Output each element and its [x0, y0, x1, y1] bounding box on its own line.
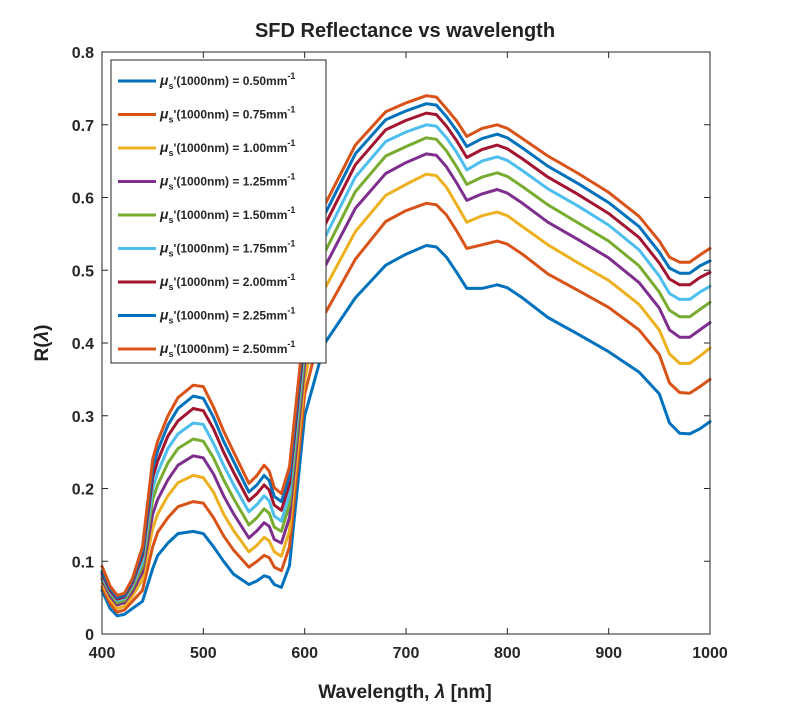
- legend-entry-part: '(1000nm) =: [173, 309, 242, 323]
- legend-entry-part: mm: [266, 108, 287, 122]
- legend-entry-part: mm: [266, 208, 287, 222]
- legend-entry-7: μs'(1000nm) = 2.00mm-1: [159, 272, 295, 292]
- y-axis-label-suffix: ): [32, 325, 53, 331]
- series-line-1: [100, 244, 712, 618]
- legend-entry-part: -1: [287, 138, 295, 148]
- x-axis-label-symbol: λ: [434, 682, 446, 703]
- legend: μs'(1000nm) = 0.50mm-1μs'(1000nm) = 0.75…: [110, 59, 327, 364]
- y-tick-label: 0.8: [72, 45, 94, 62]
- legend-entry-part: '(1000nm) =: [173, 141, 242, 155]
- y-tick-label: 0.1: [72, 554, 94, 571]
- legend-entry-part: -1: [287, 205, 295, 215]
- legend-entry-part: μ: [159, 273, 169, 289]
- legend-entry-part: -1: [287, 306, 295, 316]
- legend-entry-part: '(1000nm) =: [173, 175, 242, 189]
- legend-entry-9: μs'(1000nm) = 2.50mm-1: [159, 339, 295, 359]
- legend-entry-part: s: [168, 282, 173, 292]
- y-axis-label: R(λ): [32, 325, 53, 362]
- legend-entry-part: -1: [287, 339, 295, 349]
- legend-entry-part: s: [168, 182, 173, 192]
- y-tick-label: 0.5: [72, 263, 94, 280]
- legend-entry-part: 1.00: [243, 141, 267, 155]
- legend-entry-part: mm: [266, 242, 287, 256]
- legend-entry-part: '(1000nm) =: [173, 342, 242, 356]
- legend-entry-part: mm: [266, 175, 287, 189]
- legend-entry-part: '(1000nm) =: [173, 74, 242, 88]
- legend-entry-part: μ: [159, 206, 169, 222]
- legend-entry-3: μs'(1000nm) = 1.00mm-1: [159, 138, 295, 158]
- x-tick-label: 900: [595, 645, 622, 662]
- legend-entry-part: s: [168, 316, 173, 326]
- legend-entry-part: 1.25: [243, 175, 267, 189]
- x-tick-label: 800: [494, 645, 521, 662]
- legend-entry-part: mm: [266, 275, 287, 289]
- legend-entry-part: mm: [266, 309, 287, 323]
- legend-entry-part: -1: [287, 272, 295, 282]
- legend-entry-part: 0.75: [243, 108, 267, 122]
- y-tick-label: 0.6: [72, 191, 94, 208]
- legend-entry-part: -1: [287, 105, 295, 115]
- y-axis-label-prefix: R(: [32, 341, 53, 362]
- legend-entry-4: μs'(1000nm) = 1.25mm-1: [159, 172, 295, 192]
- legend-entry-part: 1.50: [243, 208, 267, 222]
- x-axis-label-suffix: [nm]: [445, 682, 491, 703]
- legend-entry-part: s: [168, 349, 173, 359]
- legend-entry-part: '(1000nm) =: [173, 275, 242, 289]
- x-tick-label: 700: [393, 645, 420, 662]
- legend-entry-part: μ: [159, 307, 169, 323]
- x-tick-label: 500: [190, 645, 217, 662]
- legend-entry-part: μ: [159, 173, 169, 189]
- y-tick-label: 0.2: [72, 482, 94, 499]
- legend-entry-part: -1: [287, 239, 295, 249]
- legend-entry-part: s: [168, 215, 173, 225]
- plot-area: 400 500 600 700 800 900 1000 0 0.1 0.2 0.3 0.4 0.5 0.…: [72, 45, 728, 662]
- y-tick-label: 0.7: [72, 118, 94, 135]
- legend-entry-part: μ: [159, 106, 169, 122]
- x-axis-label: Wavelength, λ [nm]: [318, 682, 492, 703]
- legend-entry-part: mm: [266, 342, 287, 356]
- chart-title: SFD Reflectance vs wavelength: [255, 20, 555, 42]
- legend-entry-part: mm: [266, 141, 287, 155]
- legend-entry-part: μ: [159, 240, 169, 256]
- legend-entry-5: μs'(1000nm) = 1.50mm-1: [159, 205, 295, 225]
- legend-entry-part: -1: [287, 172, 295, 182]
- y-tick-label: 0.3: [72, 409, 94, 426]
- legend-entry-part: 1.75: [243, 242, 267, 256]
- legend-entry-8: μs'(1000nm) = 2.25mm-1: [159, 306, 295, 326]
- legend-entry-part: 2.00: [243, 275, 267, 289]
- legend-entry-part: 2.50: [243, 342, 267, 356]
- legend-entry-part: 2.25: [243, 309, 267, 323]
- legend-box: [110, 59, 327, 364]
- legend-entry-part: μ: [159, 340, 169, 356]
- x-axis-label-prefix: Wavelength,: [318, 682, 434, 703]
- legend-entry-part: -1: [287, 71, 295, 81]
- y-tick-label: 0: [85, 627, 94, 644]
- y-axis-label-symbol: λ: [32, 331, 53, 343]
- legend-entry-part: '(1000nm) =: [173, 108, 242, 122]
- x-tick-label: 400: [89, 645, 116, 662]
- legend-entry-part: '(1000nm) =: [173, 242, 242, 256]
- legend-entry-part: mm: [266, 74, 287, 88]
- legend-entry-part: s: [168, 249, 173, 259]
- x-tick-label: 600: [291, 645, 318, 662]
- legend-entry-1: μs'(1000nm) = 0.50mm-1: [159, 71, 295, 91]
- legend-entry-part: μ: [159, 139, 169, 155]
- y-tick-label: 0.4: [72, 336, 94, 353]
- legend-entry-2: μs'(1000nm) = 0.75mm-1: [159, 105, 295, 125]
- legend-entry-part: s: [168, 115, 173, 125]
- x-tick-label: 1000: [692, 645, 728, 662]
- legend-entry-part: μ: [159, 72, 169, 88]
- legend-entry-part: s: [168, 148, 173, 158]
- legend-entry-part: '(1000nm) =: [173, 208, 242, 222]
- legend-entry-part: s: [168, 81, 173, 91]
- legend-entry-part: 0.50: [243, 74, 267, 88]
- legend-entry-6: μs'(1000nm) = 1.75mm-1: [159, 239, 295, 259]
